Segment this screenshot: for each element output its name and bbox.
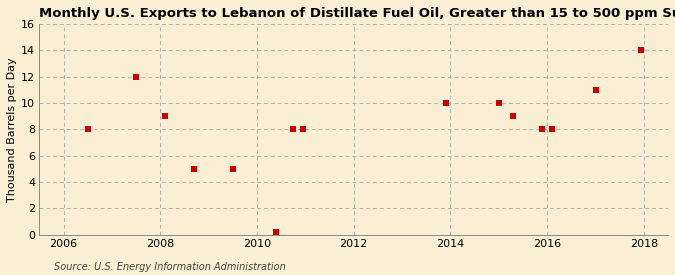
Point xyxy=(636,48,647,53)
Point xyxy=(547,127,558,131)
Point xyxy=(440,101,451,105)
Point xyxy=(82,127,93,131)
Point xyxy=(271,230,281,234)
Y-axis label: Thousand Barrels per Day: Thousand Barrels per Day xyxy=(7,57,17,202)
Point xyxy=(590,87,601,92)
Point xyxy=(160,114,171,118)
Point xyxy=(288,127,298,131)
Point xyxy=(189,167,200,171)
Point xyxy=(227,167,238,171)
Text: Source: U.S. Energy Information Administration: Source: U.S. Energy Information Administ… xyxy=(54,262,286,272)
Point xyxy=(493,101,504,105)
Text: Monthly U.S. Exports to Lebanon of Distillate Fuel Oil, Greater than 15 to 500 p: Monthly U.S. Exports to Lebanon of Disti… xyxy=(39,7,675,20)
Point xyxy=(298,127,308,131)
Point xyxy=(508,114,518,118)
Point xyxy=(537,127,547,131)
Point xyxy=(131,74,142,79)
